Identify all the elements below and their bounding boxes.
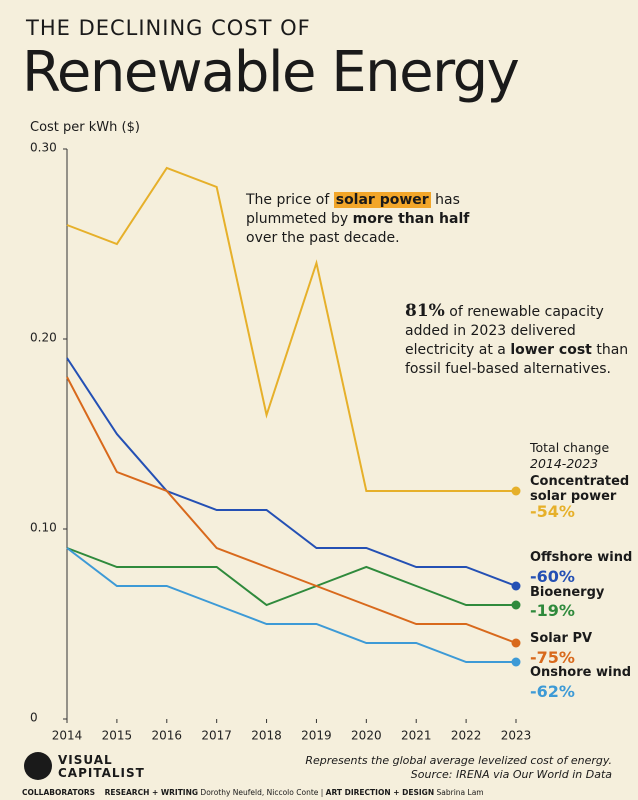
legend-subtitle: 2014-2023: [530, 456, 599, 471]
end-dot: [511, 581, 521, 591]
brand-line: VISUAL: [58, 753, 113, 767]
x-tick-label: 2016: [152, 729, 183, 743]
annotation-text: lower cost: [510, 342, 592, 358]
series-change: -62%: [530, 682, 575, 701]
y-axis-label: Cost per kWh ($): [30, 120, 140, 135]
x-tick-label: 2023: [501, 729, 532, 743]
annotation-text: fossil fuel-based alternatives.: [405, 361, 611, 377]
end-dot: [511, 657, 521, 667]
x-tick-label: 2018: [251, 729, 282, 743]
series-change: -19%: [530, 601, 575, 620]
x-tick-label: 2014: [52, 729, 83, 743]
supertitle: THE DECLINING COST OF: [26, 16, 311, 40]
series-name: Bioenergy: [530, 585, 605, 600]
annotation: 81% of renewable capacity added in 2023 d…: [405, 302, 628, 379]
annotation-text: solar power: [333, 192, 431, 208]
annotation-text: added in 2023 delivered: [405, 323, 576, 339]
annotation-line: over the past decade.: [246, 229, 469, 248]
x-tick-label: 2022: [451, 729, 482, 743]
annotation-text: 81%: [405, 301, 445, 321]
x-tick-label: 2021: [401, 729, 432, 743]
y-tick-label: 0.10: [30, 521, 57, 535]
x-tick-label: 2020: [351, 729, 382, 743]
annotation-text: The price of: [246, 192, 334, 208]
annotation-text: has: [430, 192, 460, 208]
annotation: The price of solar power has plummeted by…: [246, 191, 469, 248]
annotation-text: plummeted by: [246, 211, 353, 227]
series-line: [66, 376, 517, 644]
end-dot: [511, 486, 521, 496]
annotation-text: over the past decade.: [246, 230, 400, 246]
credits-label: RESEARCH + WRITING: [104, 788, 199, 797]
series-name: Offshore wind: [530, 550, 633, 565]
source: Source: IRENA via Our World in Data: [410, 768, 612, 781]
legend-title: Total change: [530, 440, 610, 455]
y-tick-label: 0.30: [30, 141, 57, 155]
title: Renewable Energy: [22, 40, 520, 105]
credits-names: Sabrina Lam: [436, 788, 484, 797]
series-name: Concentrated solar power: [530, 474, 630, 504]
series-change: -60%: [530, 567, 575, 586]
credits: COLLABORATORS RESEARCH + WRITING Dorothy…: [22, 788, 484, 797]
series-line: [66, 357, 517, 587]
annotation-line: The price of solar power has: [246, 191, 469, 210]
annotation-text: electricity at a: [405, 342, 511, 358]
logo-icon: [24, 752, 52, 780]
annotation-line: fossil fuel-based alternatives.: [405, 360, 628, 379]
y-tick-label: 0: [30, 711, 38, 725]
end-dot: [511, 638, 521, 648]
annotation-text: more than half: [352, 211, 470, 227]
x-tick-label: 2015: [102, 729, 133, 743]
brand-line: CAPITALIST: [58, 766, 145, 780]
credits-label: ART DIRECTION + DESIGN: [325, 788, 435, 797]
annotation-line: 81% of renewable capacity: [405, 302, 628, 322]
note: Represents the global average levelized …: [305, 754, 612, 767]
credits-heading: COLLABORATORS: [22, 788, 96, 797]
end-dot: [511, 600, 521, 610]
series-change: -75%: [530, 648, 575, 667]
series-line: [66, 547, 516, 663]
annotation-line: added in 2023 delivered: [405, 322, 628, 341]
annotation-text: than: [591, 342, 629, 358]
brand: VISUAL CAPITALIST: [58, 754, 145, 780]
x-tick-label: 2019: [301, 729, 332, 743]
annotation-line: electricity at a lower cost than: [405, 341, 628, 360]
y-tick-label: 0.20: [30, 331, 57, 345]
series-change: -54%: [530, 502, 575, 521]
series-line: [66, 547, 516, 607]
annotation-line: plummeted by more than half: [246, 210, 469, 229]
x-tick-label: 2017: [201, 729, 232, 743]
series-name: Solar PV: [530, 631, 593, 646]
annotation-text: of renewable capacity: [444, 304, 604, 320]
credits-names: Dorothy Neufeld, Niccolo Conte: [200, 788, 319, 797]
series-line: [66, 166, 516, 492]
series-name: Onshore wind: [530, 665, 632, 680]
